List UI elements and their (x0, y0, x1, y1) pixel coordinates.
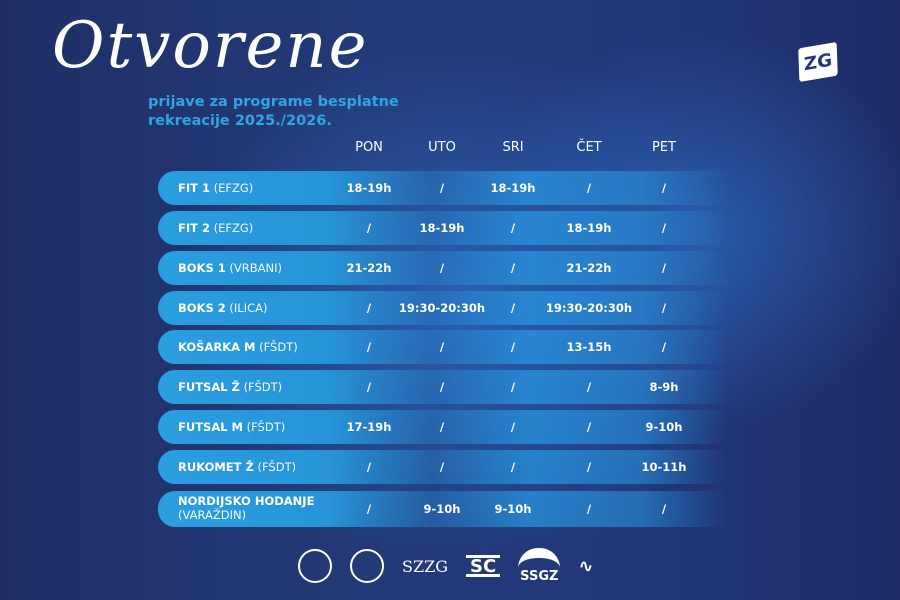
activity-label: BOKS 2 (ILICA) (178, 291, 267, 325)
time-cell-sri: 18-19h (490, 181, 536, 195)
activity-location: (ILICA) (229, 301, 268, 315)
activity-name: FIT 2 (178, 221, 210, 235)
activity-label: FUTSAL Ž (FŠDT) (178, 370, 282, 404)
time-cell-sri: / (510, 301, 516, 315)
zg-logo: ZG (798, 41, 838, 83)
activity-location: (FŠDT) (246, 420, 286, 434)
time-cell-sri: / (510, 221, 516, 235)
activity-location: (FŠDT) (259, 340, 298, 354)
time-cell-pet: / (661, 181, 667, 195)
time-cell-pet: / (661, 301, 667, 315)
activity-name: FIT 1 (178, 181, 210, 195)
day-header-čet: ČET (576, 140, 602, 155)
schedule-row: KOŠARKA M (FŠDT) / / / 13-15h / (158, 330, 728, 364)
schedule-row: BOKS 1 (VRBANI) 21-22h / / 21-22h / (158, 251, 728, 285)
time-cell-uto: 19:30-20:30h (398, 301, 486, 315)
hass-logo-icon: ∿ (578, 555, 594, 577)
schedule-row: FIT 2 (EFZG) / 18-19h / 18-19h / (158, 211, 728, 245)
activity-location: (VRBANI) (229, 261, 282, 275)
title: Otvorene (52, 9, 369, 83)
time-cell-pet: / (661, 502, 667, 516)
day-header-uto: UTO (428, 140, 456, 155)
activity-name: KOŠARKA M (178, 340, 256, 354)
activity-location: (EFZG) (213, 221, 254, 235)
time-cell-sri: / (510, 340, 516, 354)
time-cell-čet: / (586, 420, 592, 434)
time-cell-uto: / (439, 340, 445, 354)
sc-logo: SC (465, 555, 501, 577)
activity-location: (EFZG) (213, 181, 254, 195)
time-cell-pet: / (661, 340, 667, 354)
szzg-logo: SZZG (402, 556, 448, 576)
university-seal-icon (298, 549, 332, 583)
time-cell-čet: 21-22h (566, 261, 612, 275)
time-cell-pet: / (661, 221, 667, 235)
time-cell-sri: / (510, 380, 516, 394)
ssgz-logo: SSGZ (518, 548, 561, 584)
activity-name: BOKS 2 (178, 301, 226, 315)
day-header-pon: PON (355, 140, 383, 155)
day-header-pet: PET (652, 140, 676, 155)
activity-label: FIT 1 (EFZG) (178, 171, 253, 205)
time-cell-čet: / (586, 181, 592, 195)
activity-name: FUTSAL Ž (178, 380, 240, 394)
time-cell-pon: / (366, 380, 372, 394)
time-cell-pon: / (366, 460, 372, 474)
time-cell-sri: / (510, 460, 516, 474)
schedule-row: FUTSAL M (FŠDT) 17-19h / / / 9-10h (158, 410, 728, 444)
time-cell-uto: / (439, 460, 445, 474)
time-cell-čet: / (586, 460, 592, 474)
time-cell-uto: 18-19h (419, 221, 465, 235)
schedule-row: RUKOMET Ž (FŠDT) / / / / 10-11h (158, 450, 728, 484)
subtitle-line-2: rekreacije 2025./2026. (148, 113, 332, 129)
time-cell-pet: 8-9h (649, 380, 679, 394)
subtitle-line-1: prijave za programe besplatne (148, 94, 399, 110)
time-cell-uto: / (439, 380, 445, 394)
time-cell-uto: / (439, 181, 445, 195)
time-cell-čet: 19:30-20:30h (545, 301, 633, 315)
activity-label: KOŠARKA M (FŠDT) (178, 330, 298, 364)
time-cell-uto: / (439, 261, 445, 275)
sports-academy-seal-icon (350, 549, 384, 583)
time-cell-čet: / (586, 380, 592, 394)
time-cell-sri: 9-10h (494, 502, 532, 516)
time-cell-čet: / (586, 502, 592, 516)
schedule-row: NORDIJSKO HODANJE (VARAŽDIN) / 9-10h 9-10h / / (158, 491, 728, 527)
time-cell-pon: 17-19h (346, 420, 392, 434)
schedule-row: BOKS 2 (ILICA) / 19:30-20:30h / 19:30-20:30h… (158, 291, 728, 325)
footer-logos: SZZG SC SSGZ ∿ (298, 548, 594, 584)
time-cell-pon: / (366, 301, 372, 315)
time-cell-sri: / (510, 261, 516, 275)
activity-location: (FŠDT) (243, 380, 283, 394)
time-cell-pon: / (366, 502, 372, 516)
activity-label: FUTSAL M (FŠDT) (178, 410, 285, 444)
day-header-sri: SRI (502, 140, 524, 155)
schedule-row: FUTSAL Ž (FŠDT) / / / / 8-9h (158, 370, 728, 404)
time-cell-pet: / (661, 261, 667, 275)
time-cell-pet: 10-11h (641, 460, 687, 474)
activity-name: NORDIJSKO HODANJE (178, 494, 315, 508)
activity-name: BOKS 1 (178, 261, 226, 275)
activity-location: (VARAŽDIN) (178, 508, 247, 522)
activity-label: BOKS 1 (VRBANI) (178, 251, 282, 285)
time-cell-pon: 21-22h (346, 261, 392, 275)
activity-label: FIT 2 (EFZG) (178, 211, 253, 245)
activity-label: NORDIJSKO HODANJE (VARAŽDIN) (178, 491, 314, 525)
schedule-row: FIT 1 (EFZG) 18-19h / 18-19h / / (158, 171, 728, 205)
activity-label: RUKOMET Ž (FŠDT) (178, 450, 296, 484)
subtitle: prijave za programe besplatne rekreacije… (148, 93, 399, 131)
time-cell-pon: / (366, 340, 372, 354)
time-cell-čet: 13-15h (566, 340, 612, 354)
time-cell-uto: 9-10h (423, 502, 461, 516)
time-cell-pet: 9-10h (645, 420, 683, 434)
time-cell-sri: / (510, 420, 516, 434)
time-cell-uto: / (439, 420, 445, 434)
activity-name: RUKOMET Ž (178, 460, 254, 474)
time-cell-pon: / (366, 221, 372, 235)
time-cell-pon: 18-19h (346, 181, 392, 195)
time-cell-čet: 18-19h (566, 221, 612, 235)
activity-name: FUTSAL M (178, 420, 243, 434)
activity-location: (FŠDT) (257, 460, 297, 474)
